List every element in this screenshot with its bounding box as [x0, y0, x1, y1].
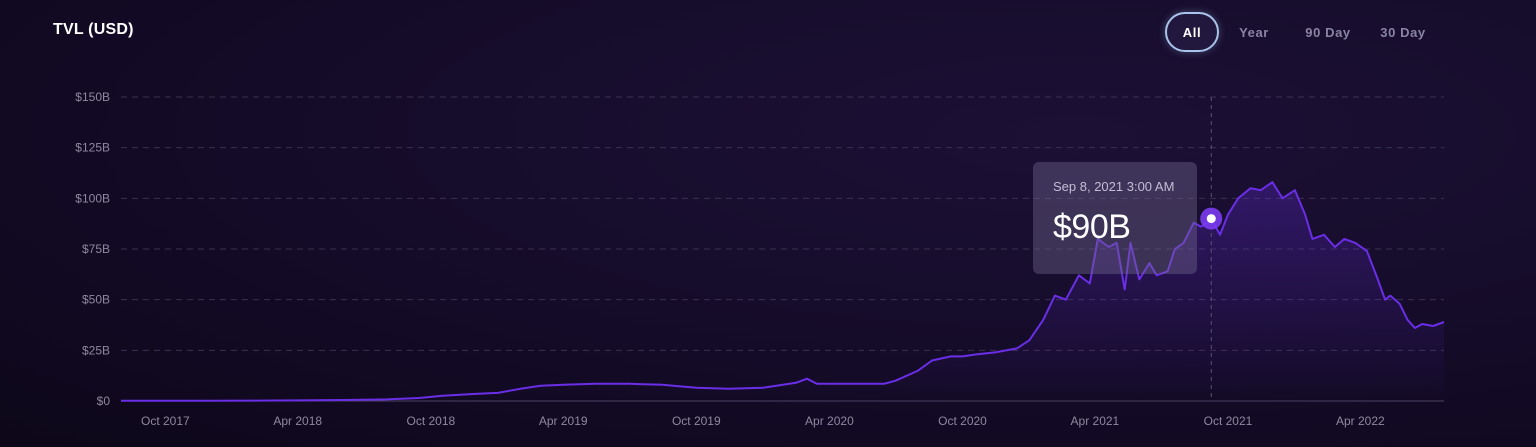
chart-title: TVL (USD) [53, 21, 134, 38]
x-tick-label: Oct 2019 [672, 414, 721, 428]
x-tick-label: Apr 2020 [805, 414, 854, 428]
range-tabs: All Year 90 Day 30 Day [1165, 11, 1439, 53]
x-tick-label: Oct 2021 [1204, 414, 1253, 428]
tvl-area [121, 182, 1444, 401]
y-tick-label: $50B [82, 293, 110, 307]
tab-all[interactable]: All [1165, 12, 1219, 52]
y-tick-label: $125B [75, 141, 110, 155]
tab-year[interactable]: Year [1239, 24, 1269, 40]
tooltip-date: Sep 8, 2021 3:00 AM [1053, 179, 1175, 194]
x-tick-label: Apr 2018 [273, 414, 322, 428]
x-tick-label: Oct 2020 [938, 414, 987, 428]
tooltip: Sep 8, 2021 3:00 AM $90B [1033, 162, 1197, 274]
x-tick-label: Oct 2017 [141, 414, 190, 428]
tvl-series-line [121, 181, 1445, 402]
y-tick-label: $25B [82, 343, 110, 357]
x-tick-label: Oct 2018 [406, 414, 455, 428]
y-axis: $0 $25B $50B $75B $100B $125B $150B [75, 90, 110, 408]
x-tick-label: Apr 2019 [539, 414, 588, 428]
x-tick-label: Apr 2022 [1336, 414, 1385, 428]
tab-30-day[interactable]: 30 Day [1380, 24, 1426, 40]
y-tick-label: $150B [75, 90, 110, 104]
x-tick-label: Apr 2021 [1071, 414, 1120, 428]
tab-90-day[interactable]: 90 Day [1305, 24, 1351, 40]
y-tick-label: $0 [97, 394, 111, 408]
y-tick-label: $100B [75, 191, 110, 205]
y-tick-label: $75B [82, 242, 110, 256]
x-axis: Oct 2017 Apr 2018 Oct 2018 Apr 2019 Oct 2019… [141, 414, 1385, 428]
tooltip-value: $90B [1053, 208, 1131, 246]
hover-marker[interactable] [1206, 214, 1216, 224]
